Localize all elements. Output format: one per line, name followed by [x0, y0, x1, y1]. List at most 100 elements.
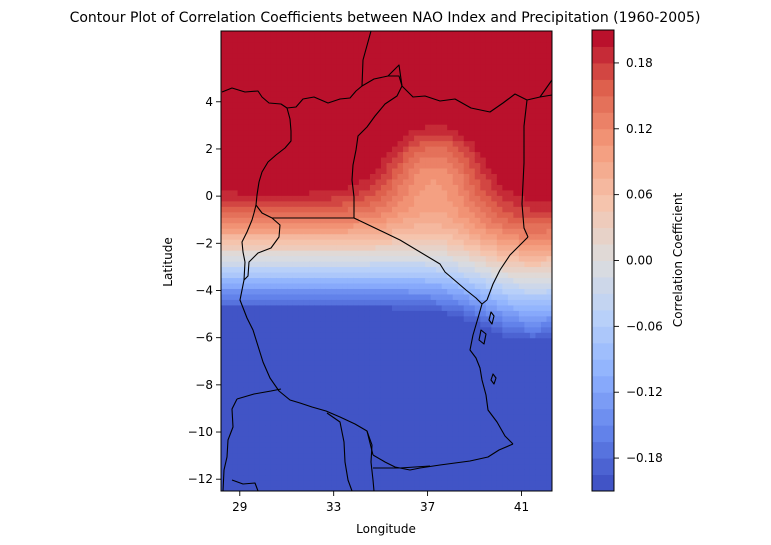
contour-cell — [386, 354, 393, 361]
contour-cell — [298, 206, 305, 213]
contour-cell — [292, 447, 299, 454]
contour-cell — [375, 282, 382, 289]
contour-cell — [303, 36, 310, 43]
contour-cell — [281, 293, 288, 300]
contour-cell — [270, 452, 277, 459]
contour-cell — [336, 91, 343, 98]
contour-cell — [331, 118, 338, 125]
contour-cell — [540, 343, 548, 350]
contour-cell — [480, 178, 487, 185]
contour-cell — [540, 365, 548, 372]
contour-cell — [270, 80, 277, 87]
contour-cell — [243, 124, 250, 131]
contour-cell — [480, 206, 487, 213]
contour-cell — [270, 354, 277, 361]
contour-cell — [529, 146, 537, 153]
contour-cell — [314, 310, 321, 317]
contour-cell — [452, 261, 459, 268]
contour-cell — [353, 47, 360, 54]
contour-cell — [342, 282, 349, 289]
contour-cell — [353, 239, 360, 246]
contour-cell — [502, 321, 509, 328]
contour-cell — [226, 80, 233, 87]
contour-cell — [287, 146, 294, 153]
contour-cell — [276, 403, 283, 410]
contour-cell — [507, 200, 514, 207]
contour-cell — [535, 381, 542, 388]
contour-cell — [518, 321, 526, 328]
contour-cell — [375, 129, 382, 136]
contour-cell — [403, 162, 410, 169]
contour-cell — [463, 129, 470, 136]
contour-cell — [380, 41, 388, 49]
contour-cell — [287, 102, 294, 109]
contour-cell — [419, 343, 426, 350]
contour-cell — [441, 244, 448, 251]
contour-cell — [513, 403, 520, 410]
contour-cell — [392, 228, 399, 235]
contour-cell — [248, 469, 255, 476]
contour-cell — [535, 261, 542, 268]
contour-cell — [243, 36, 250, 43]
contour-cell — [298, 408, 305, 415]
contour-cell — [441, 118, 448, 125]
contour-cell — [287, 436, 294, 443]
contour-cell — [342, 167, 349, 174]
contour-cell — [507, 463, 514, 470]
contour-cell — [298, 386, 305, 394]
contour-cell — [491, 113, 498, 120]
contour-cell — [513, 140, 520, 147]
contour-cell — [243, 315, 250, 322]
contour-cell — [347, 107, 354, 114]
contour-cell — [502, 113, 509, 120]
contour-cell — [281, 135, 288, 142]
contour-cell — [524, 80, 531, 87]
contour-cell — [447, 211, 454, 218]
contour-cell — [364, 348, 371, 355]
contour-cell — [529, 310, 537, 317]
contour-cell — [469, 36, 476, 43]
contour-cell — [375, 135, 382, 142]
contour-cell — [369, 189, 377, 196]
contour-cell — [474, 321, 481, 328]
contour-cell — [430, 261, 437, 268]
contour-cell — [436, 228, 443, 235]
contour-cell — [309, 63, 316, 70]
contour-cell — [221, 140, 228, 147]
contour-cell — [474, 425, 481, 432]
contour-cell — [303, 381, 310, 388]
contour-cell — [331, 365, 338, 372]
contour-cell — [248, 250, 255, 257]
contour-cell — [375, 195, 382, 202]
contour-cell — [325, 222, 332, 229]
contour-cell — [397, 304, 404, 311]
contour-cell — [369, 200, 377, 207]
contour-cell — [524, 124, 531, 131]
contour-cell — [303, 414, 310, 421]
contour-cell — [281, 189, 288, 196]
contour-cell — [540, 261, 548, 268]
contour-cell — [513, 233, 520, 240]
contour-cell — [386, 315, 393, 322]
contour-cell — [441, 107, 448, 114]
contour-cell — [419, 36, 426, 43]
contour-cell — [535, 200, 542, 207]
contour-cell — [347, 480, 354, 487]
contour-cell — [452, 36, 459, 43]
contour-cell — [292, 304, 299, 311]
contour-cell — [292, 41, 299, 49]
contour-cell — [469, 167, 476, 174]
contour-cell — [265, 74, 272, 81]
contour-cell — [419, 397, 426, 404]
contour-cell — [325, 343, 332, 350]
contour-cell — [314, 485, 321, 491]
contour-cell — [380, 113, 388, 120]
contour-cell — [535, 124, 542, 131]
contour-cell — [447, 343, 454, 350]
contour-cell — [232, 156, 239, 164]
contour-cell — [414, 41, 421, 49]
contour-cell — [221, 414, 228, 421]
contour-cell — [447, 354, 454, 361]
contour-cell — [496, 365, 503, 372]
contour-cell — [474, 348, 481, 355]
